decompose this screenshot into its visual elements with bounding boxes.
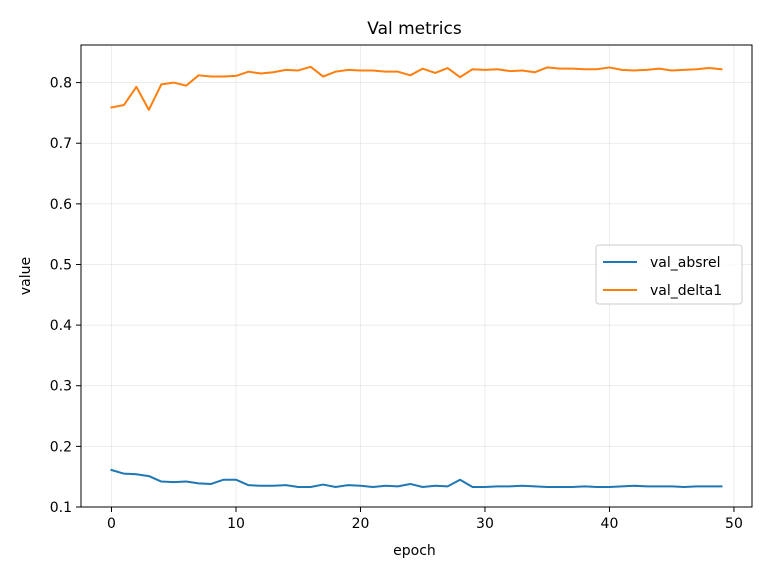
y-axis-title: value (18, 257, 34, 295)
y-tick-label: 0.7 (50, 136, 72, 152)
y-tick-label: 0.1 (50, 500, 72, 516)
y-tick-label: 0.2 (50, 439, 72, 455)
series-line-val-absrel (110, 468, 723, 488)
x-axis-ticks: 0 10 20 30 40 50 (107, 507, 743, 532)
plot-frame (80, 44, 753, 508)
y-tick-label: 0.4 (50, 318, 72, 334)
chart-title: Val metrics (367, 19, 462, 39)
legend-label-val-delta1: val_delta1 (650, 283, 722, 299)
x-tick-label: 0 (107, 516, 116, 532)
x-axis-title: epoch (393, 543, 436, 559)
legend-label-val-absrel: val_absrel (650, 255, 720, 271)
legend: val_absrel val_delta1 (595, 244, 743, 305)
y-tick-label: 0.6 (50, 197, 72, 213)
y-tick-label: 0.3 (50, 379, 72, 395)
series-lines (110, 65, 723, 488)
x-tick-label: 50 (725, 516, 743, 532)
y-tick-label: 0.8 (50, 76, 72, 92)
x-tick-label: 20 (352, 516, 370, 532)
x-tick-label: 10 (227, 516, 245, 532)
y-axis-ticks: 0.1 0.2 0.3 0.4 0.5 0.6 0.7 0.8 (50, 76, 81, 516)
x-tick-label: 30 (476, 516, 494, 532)
x-tick-label: 40 (601, 516, 619, 532)
y-tick-label: 0.5 (50, 257, 72, 273)
series-line-val-delta1 (110, 65, 723, 111)
